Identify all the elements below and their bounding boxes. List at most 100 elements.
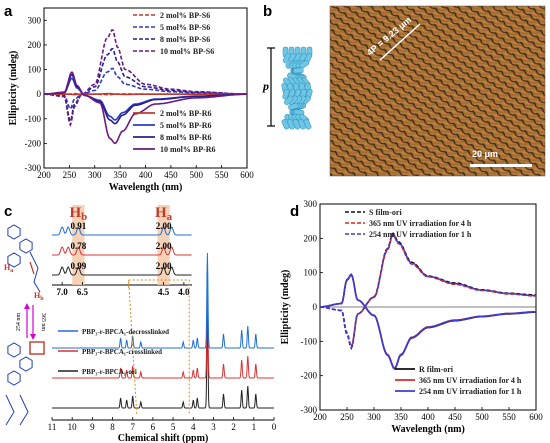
pitch-measure-line [379,23,421,61]
integral-hb: 0.78 [71,241,87,251]
zoom-box [128,279,190,414]
x-tick-label: 8 [110,422,115,432]
x-tick-label: 300 [88,170,102,180]
benzene-ring [7,370,21,386]
series-line [320,273,536,370]
x-tick-label: 4 [191,422,196,432]
benzene-ring [19,356,33,372]
panel-a: a 200 250 300 350 400 450 500 550 600 -300 -200 -10… [4,3,254,193]
x-tick-label: 2 [231,422,236,432]
legend-label: 10 mol% BP-R6 [160,145,216,154]
x-tick-label: 6 [151,422,156,432]
legend-label: S film-ori [369,208,402,217]
helix-rod [303,119,312,130]
legend-label: 254 nm UV irradiation for 1 h [369,230,472,239]
legend-label: 254 nm UV irradiation for 1 h [419,387,522,396]
integral-ha: 2.00 [156,241,172,251]
x-tick-label: 450 [164,170,178,180]
y-axis-label: Ellipticity (mdeg) [8,51,19,126]
panel-d-plot: 200 250 300 350 400 450 500 550 600 -300 -200 -100 0… [280,199,543,435]
series-line [320,234,536,349]
x-tick-label: 0 [272,422,277,432]
y-tick-label: 100 [304,268,318,278]
x-tick-label: 550 [502,412,516,422]
legend-label: 2 mol% BP-R6 [160,109,212,118]
nmr-spectrum [52,282,274,379]
x-tick-label: 600 [529,412,543,422]
helix-schematic: p [262,46,313,130]
x-axis-label: Wavelength (nm) [391,424,465,435]
arrowhead-up [24,303,30,309]
series-line [320,273,537,370]
integral-ha: 2.00 [156,261,172,271]
x-tick-label: 9 [90,422,95,432]
panel-a-legend: 2 mol% BP-S6 5 mol% BP-S6 8 mol% BP-S6 10 m… [133,11,216,154]
y-tick-label: -100 [301,336,318,346]
y-tick-label: 100 [28,65,42,75]
x-tick-label: 350 [394,412,408,422]
x-tick-label: 200 [37,170,51,180]
benzene-ring [7,342,21,358]
benzene-ring [7,252,21,268]
y-tick-label: -200 [25,138,42,148]
x-tick-label: 10 [68,422,78,432]
legend-label: 8 mol% BP-R6 [160,133,212,142]
x-tick-label: 200 [313,412,327,422]
x-tick-label: 1 [252,422,257,432]
panel-c: c Ha Hb 254 nm 365 nm Hb Ha 0.91 2.00 0.78 2.00 0… [4,203,277,443]
integral-hb: 0.99 [71,261,87,271]
benzene-ring [7,224,21,240]
integral-ha: 2.00 [156,221,172,231]
integral-hb: 0.91 [71,221,87,231]
panel-b: b p 4P = 9.23 μm 20 μm [262,3,546,177]
legend-label: 365 nm UV irradiation for 4 h [369,219,472,228]
vinyl-bond [29,261,35,275]
x-tick-label: 11 [48,422,57,432]
x-tick-label: 350 [113,170,127,180]
series-line [320,273,536,370]
inset-spectrum [52,226,192,236]
arrow-label-254: 254 nm [16,313,22,332]
plot-frame [43,7,248,169]
x-tick-label: 5 [171,422,176,432]
x-tick-label: 7 [130,422,135,432]
arrowhead-down [30,334,36,340]
y-tick-label: -200 [301,371,318,381]
y-tick-label: 0 [313,302,318,312]
highlight-hb [72,205,85,285]
series-line [320,233,536,350]
x-tick-label: 300 [367,412,381,422]
legend-label: 8 mol% BP-S6 [160,35,210,44]
inset-tick-label: 6.5 [77,287,89,297]
cyclobutane-ring [29,341,45,355]
legend-label: 2 mol% BP-S6 [160,11,210,20]
x-axis-label: Wavelength (nm) [109,182,183,193]
y-axis-label: Ellipticity (mdeg) [280,270,291,345]
arrow-label-365: 365 nm [40,313,46,332]
series-line [320,232,536,351]
mol-label-ha: Ha [4,263,13,274]
panel-letter-a: a [4,3,13,20]
x-tick-label: 3 [211,422,216,432]
legend-label: 5 mol% BP-S6 [160,23,210,32]
y-tick-label: 0 [37,89,42,99]
panel-letter-b: b [263,3,272,20]
nmr-inset: Hb Ha0.91 2.000.78 2.000.99 2.007.0 6.5 4.5 4.0 [52,205,192,297]
scale-bar [470,164,532,167]
helix-rod [298,60,310,69]
chain-bond [29,251,41,293]
x-tick-label: 250 [340,412,354,422]
y-tick-label: 300 [28,15,42,25]
legend-label: PBP₃-r-BPCA₁-decrosslinked [82,328,169,336]
x-tick-label: 400 [421,412,435,422]
panel-letter-d: d [290,203,299,220]
inset-tick-label: 7.0 [57,287,69,297]
legend-label: PBP₃-r-BPCA₁-crosslinked [82,348,162,356]
x-tick-label: 600 [240,170,254,180]
helix-rods [281,46,313,130]
x-axis-label: Chemical shift (ppm) [118,433,209,443]
helix-rod [288,102,299,111]
scale-bar-label: 20 μm [472,149,498,159]
